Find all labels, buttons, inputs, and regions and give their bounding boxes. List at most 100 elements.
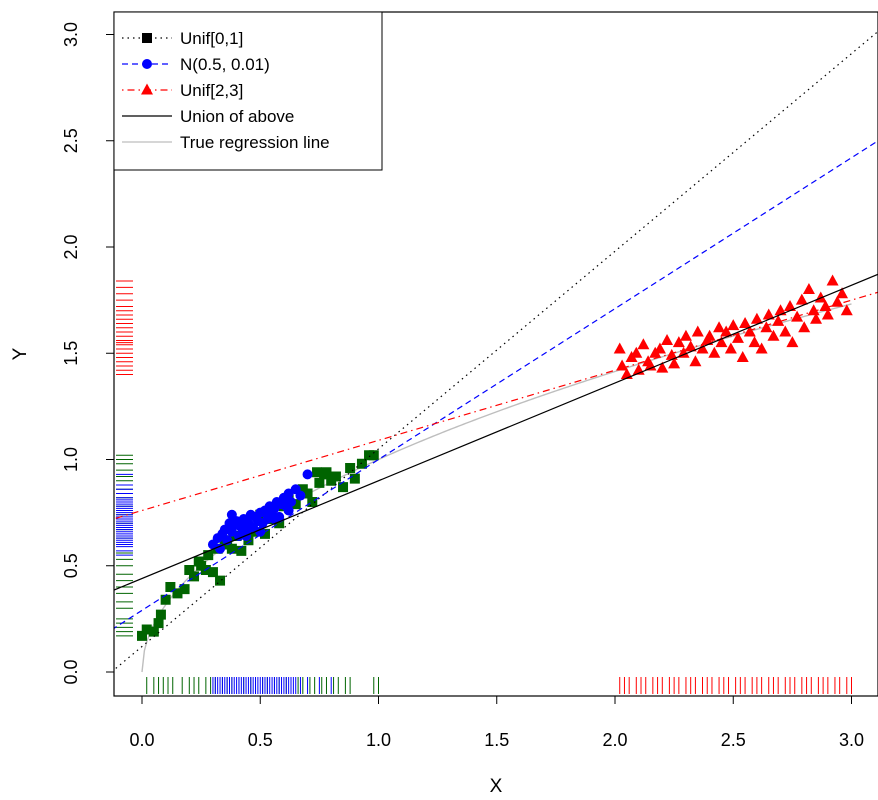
point-series-2-16 [677, 346, 690, 358]
point-series-1-33 [295, 490, 306, 501]
point-series-0-42 [338, 482, 349, 493]
point-series-0-47 [368, 450, 379, 461]
point-series-2-25 [713, 321, 726, 333]
point-series-2-55 [831, 295, 844, 307]
point-series-2-53 [821, 308, 834, 320]
point-series-0-44 [349, 473, 360, 484]
fit-line-3 [114, 273, 878, 591]
point-series-2-49 [807, 304, 820, 316]
x-tick-label-4: 2.0 [602, 730, 627, 750]
point-series-1-38 [255, 526, 266, 537]
point-series-2-51 [814, 291, 827, 303]
point-series-0-5 [160, 594, 171, 605]
point-series-2-29 [727, 319, 740, 331]
point-series-0-45 [356, 458, 367, 469]
point-series-2-4 [630, 346, 643, 358]
point-series-0-43 [345, 463, 356, 473]
legend-label-1: N(0.5, 0.01) [180, 55, 270, 74]
point-series-2-50 [810, 312, 823, 324]
point-series-2-24 [708, 346, 721, 358]
point-series-0-17 [215, 575, 226, 586]
point-series-2-8 [644, 359, 657, 371]
legend-box [113, 11, 383, 171]
point-series-2-28 [724, 342, 737, 354]
point-series-2-11 [656, 361, 669, 373]
y-tick-label-0: 0.0 [61, 659, 81, 684]
point-series-2-17 [679, 329, 692, 341]
point-series-0-27 [259, 528, 270, 539]
point-series-2-37 [760, 321, 773, 333]
point-series-0-1 [141, 624, 152, 635]
point-series-1-36 [226, 509, 237, 520]
point-series-1-40 [283, 505, 294, 516]
point-series-0-39 [321, 467, 332, 478]
point-series-0-32 [290, 499, 301, 510]
point-series-2-57 [840, 304, 853, 316]
point-series-2-41 [774, 304, 787, 316]
point-series-0-8 [179, 584, 190, 595]
point-series-0-2 [148, 626, 159, 637]
x-tick-label-2: 1.0 [366, 730, 391, 750]
point-series-0-9 [184, 565, 195, 575]
legend: Unif[0,1] N(0.5, 0.01) Unif[2,3] Union of a… [113, 11, 383, 171]
point-series-2-56 [836, 287, 849, 299]
point-series-2-19 [689, 355, 702, 367]
y-axis-label: Y [10, 347, 31, 360]
point-series-2-10 [653, 342, 666, 354]
y-tick-label-4: 2.0 [61, 234, 81, 259]
x-axis-label: X [490, 776, 503, 797]
point-series-2-44 [786, 336, 799, 348]
point-series-2-48 [802, 283, 815, 294]
x-tick-label-5: 2.5 [721, 730, 746, 750]
point-series-2-12 [661, 334, 674, 345]
x-tick-label-3: 1.5 [484, 730, 509, 750]
point-series-2-43 [784, 300, 797, 311]
point-series-2-42 [779, 325, 792, 337]
point-series-0-36 [312, 467, 323, 478]
line-layer [114, 30, 878, 671]
x-tick-label-1: 0.5 [248, 730, 273, 750]
legend-label-2: Unif[2,3] [180, 81, 243, 100]
point-series-0-41 [330, 471, 341, 482]
point-series-0-6 [165, 582, 176, 592]
point-series-2-39 [767, 329, 780, 341]
point-series-2-23 [703, 329, 716, 341]
legend-marker-2 [141, 83, 153, 95]
point-series-0-35 [307, 497, 318, 507]
point-series-1-39 [269, 514, 280, 524]
point-series-0-14 [203, 550, 214, 561]
point-series-1-35 [215, 543, 226, 554]
x-tick-label-0: 0.0 [129, 730, 154, 750]
point-series-0-0 [137, 630, 147, 641]
point-series-2-31 [736, 351, 749, 362]
point-series-2-47 [798, 321, 811, 333]
point-series-2-54 [826, 274, 839, 286]
y-tick-label-1: 0.5 [61, 553, 81, 578]
point-series-0-34 [302, 488, 313, 499]
legend-label-3: Union of above [180, 107, 294, 126]
point-series-0-22 [236, 545, 247, 556]
point-series-1-34 [302, 469, 313, 480]
legend-label-0: Unif[0,1] [180, 29, 243, 48]
fit-line-1 [114, 140, 878, 629]
point-series-2-6 [637, 338, 650, 350]
point-series-2-32 [739, 317, 752, 328]
point-series-2-30 [731, 331, 744, 343]
point-series-0-15 [207, 567, 218, 578]
point-series-2-26 [715, 336, 728, 348]
point-series-1-31 [285, 497, 296, 507]
point-series-2-34 [748, 336, 761, 348]
point-series-0-29 [274, 518, 285, 529]
legend-marker-1 [142, 59, 152, 69]
y-tick-label-3: 1.5 [61, 341, 81, 366]
x-tick-label-6: 3.0 [839, 730, 864, 750]
point-series-0-7 [172, 588, 183, 599]
point-series-2-20 [691, 325, 704, 337]
point-series-2-13 [665, 348, 678, 360]
point-series-0-20 [226, 543, 237, 554]
point-series-2-38 [762, 308, 775, 320]
fit-line-2 [114, 291, 878, 520]
rug-layer [116, 280, 852, 694]
point-series-2-46 [795, 293, 808, 305]
